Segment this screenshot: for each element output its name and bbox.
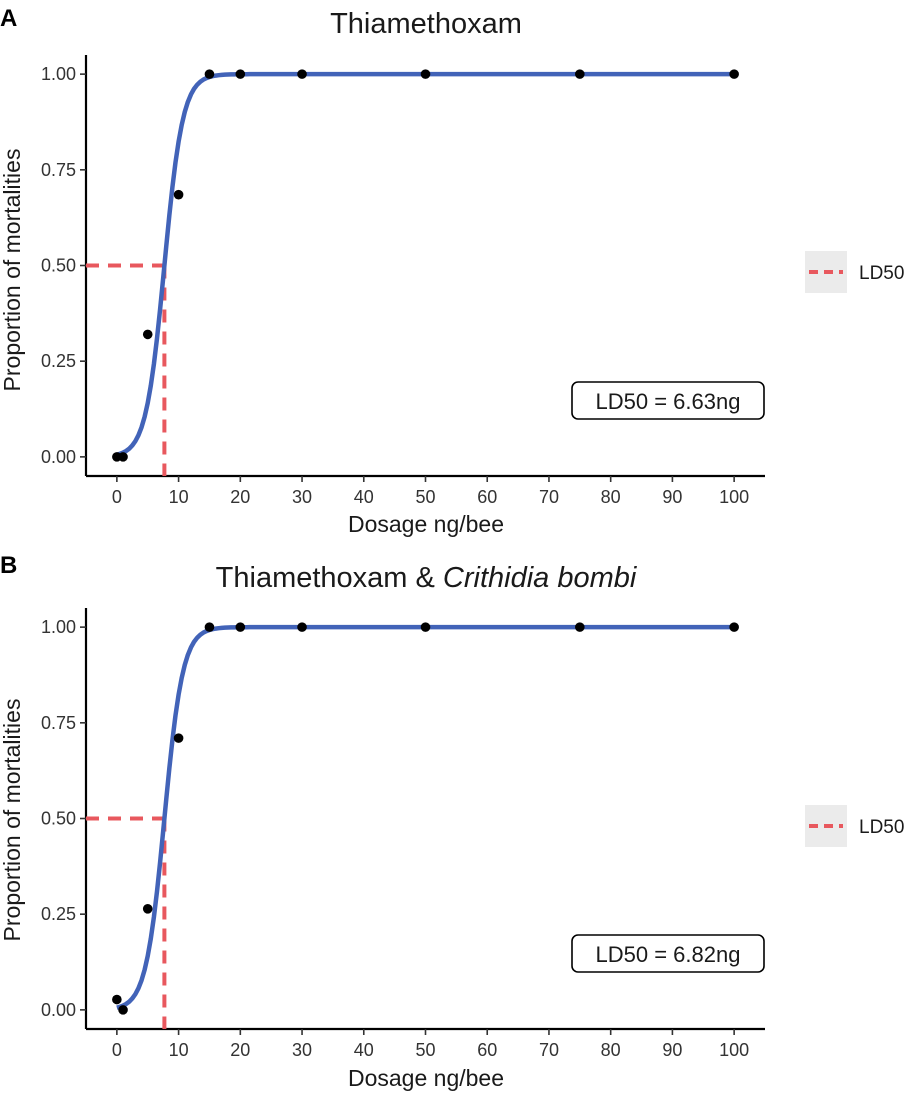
y-tick-label: 0.75 — [41, 713, 76, 733]
legend: LD50 — [805, 251, 904, 293]
panel-letter: B — [0, 552, 17, 579]
x-tick-label: 50 — [415, 1040, 435, 1060]
x-tick-label: 100 — [719, 487, 749, 507]
data-point — [420, 622, 431, 632]
y-tick-label: 0.25 — [41, 351, 76, 371]
x-axis-title: Dosage ng/bee — [348, 1065, 504, 1091]
y-tick-label: 0.00 — [41, 447, 76, 467]
annotation-box — [571, 934, 765, 973]
data-point — [575, 622, 585, 632]
data-point — [235, 622, 246, 632]
x-tick-label: 0 — [112, 487, 122, 507]
x-tick-label: 10 — [169, 1040, 189, 1060]
y-tick-label: 1.00 — [41, 64, 76, 84]
x-tick-label: 0 — [112, 1040, 122, 1060]
x-tick-label: 20 — [230, 487, 250, 507]
chart-title: Thiamethoxam — [330, 8, 522, 40]
data-point — [118, 1005, 128, 1015]
x-tick-label: 10 — [169, 487, 189, 507]
x-axis-title: Dosage ng/bee — [348, 511, 504, 537]
data-point — [118, 452, 128, 462]
x-tick-label: 20 — [230, 1040, 250, 1060]
data-point — [142, 904, 153, 914]
data-point — [297, 622, 307, 632]
data-point — [204, 69, 215, 79]
x-tick-label: 70 — [539, 487, 559, 507]
annotation-text: LD50 = 6.82ng — [596, 942, 741, 967]
y-tick-label: 0.00 — [41, 1000, 76, 1020]
legend: LD50 — [805, 805, 904, 847]
panel-b: B Thiamethoxam & Crithidia bombi Proport… — [0, 552, 904, 1091]
x-tick-label: 80 — [601, 487, 621, 507]
y-tick-label: 1.00 — [41, 617, 76, 637]
data-point — [729, 69, 739, 79]
x-tick-label: 40 — [354, 1040, 374, 1060]
panel-a: A Thiamethoxam Proportion of mortalities… — [0, 5, 904, 537]
y-tick-label: 0.75 — [41, 160, 76, 180]
x-tick-label: 30 — [292, 487, 312, 507]
x-tick-label: 40 — [354, 487, 374, 507]
x-tick-label: 70 — [539, 1040, 559, 1060]
legend-label: LD50 — [859, 817, 904, 838]
data-point — [142, 329, 153, 340]
y-tick-label: 0.50 — [41, 809, 76, 829]
x-tick-label: 30 — [292, 1040, 312, 1060]
y-axis-title: Proportion of mortalities — [0, 699, 25, 942]
x-tick-label: 50 — [415, 487, 435, 507]
x-tick-label: 90 — [662, 1040, 682, 1060]
ld50-annotation: LD50 = 6.82ng — [571, 934, 765, 973]
data-point — [235, 69, 246, 79]
y-tick-label: 0.50 — [41, 256, 76, 276]
annotation-text: LD50 = 6.63ng — [596, 389, 741, 414]
y-axis-title: Proportion of mortalities — [0, 149, 25, 392]
y-tick-label: 0.25 — [41, 904, 76, 924]
data-point — [575, 69, 585, 79]
annotation-box — [571, 381, 765, 420]
data-point — [420, 69, 431, 79]
data-point — [173, 733, 184, 743]
data-point — [204, 622, 215, 632]
data-point — [112, 994, 122, 1005]
ld50-annotation: LD50 = 6.63ng — [571, 381, 765, 420]
legend-label: LD50 — [859, 263, 904, 284]
x-tick-label: 90 — [662, 487, 682, 507]
x-tick-label: 60 — [477, 487, 497, 507]
x-tick-label: 60 — [477, 1040, 497, 1060]
panel-letter: A — [0, 5, 17, 32]
data-point — [729, 622, 739, 632]
x-tick-label: 100 — [719, 1040, 749, 1060]
data-point — [297, 69, 307, 79]
x-tick-label: 80 — [601, 1040, 621, 1060]
chart-title: Thiamethoxam & Crithidia bombi — [216, 562, 638, 594]
data-point — [173, 189, 184, 200]
